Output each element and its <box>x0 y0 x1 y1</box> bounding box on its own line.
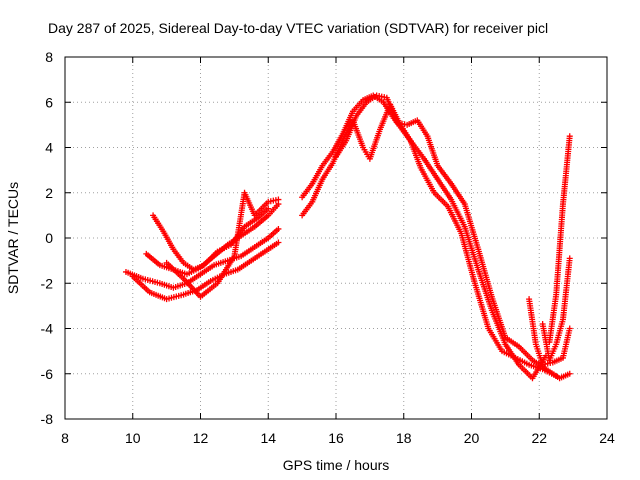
x-tick-label: 24 <box>599 430 615 446</box>
y-tick-label: -8 <box>41 411 54 427</box>
y-tick-label: 4 <box>45 140 53 156</box>
y-tick-label: 0 <box>45 230 53 246</box>
x-tick-label: 16 <box>328 430 344 446</box>
plot-frame <box>64 56 608 420</box>
data-point <box>566 133 573 140</box>
x-tick-label: 12 <box>193 430 209 446</box>
data-points <box>122 92 573 382</box>
y-tick-label: -6 <box>41 366 54 382</box>
y-axis-label: SDTVAR / TECUs <box>5 182 21 294</box>
x-tick-label: 18 <box>396 430 412 446</box>
x-tick-label: 20 <box>464 430 480 446</box>
y-tick-label: -4 <box>41 321 54 337</box>
data-point <box>566 255 573 262</box>
chart-title: Day 287 of 2025, Sidereal Day-to-day VTE… <box>48 20 548 36</box>
data-point <box>566 325 573 332</box>
x-tick-label: 8 <box>61 430 69 446</box>
data-point <box>275 239 282 246</box>
x-tick-label: 14 <box>260 430 276 446</box>
y-tick-label: 2 <box>45 185 53 201</box>
data-point <box>566 370 573 377</box>
y-tick-label: -2 <box>41 275 54 291</box>
data-point <box>275 225 282 232</box>
x-axis-label: GPS time / hours <box>283 457 390 473</box>
data-point <box>275 196 282 203</box>
data-point <box>265 205 272 212</box>
x-tick-label: 10 <box>125 430 141 446</box>
y-tick-label: 8 <box>45 49 53 65</box>
grid <box>65 57 607 419</box>
x-tick-label: 22 <box>531 430 547 446</box>
y-tick-label: 6 <box>45 94 53 110</box>
